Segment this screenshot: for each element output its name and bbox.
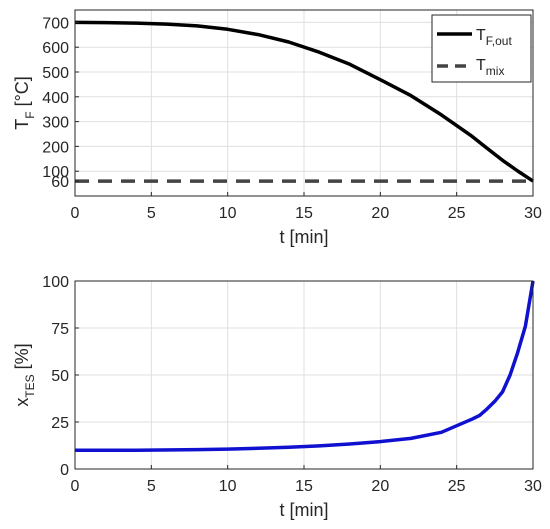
top-x-tick-label: 20 xyxy=(371,205,389,222)
top-x-tick-label: 0 xyxy=(71,205,80,222)
top-legend: TF,out Tmix xyxy=(431,14,532,83)
top-x-axis-label: t [min] xyxy=(279,227,328,247)
top-y-tick-label: 700 xyxy=(42,15,69,32)
bottom-x-tick-label: 15 xyxy=(295,478,313,495)
top-y-tick-label: 500 xyxy=(42,65,69,82)
bottom-y-tick-label: 25 xyxy=(51,415,69,432)
bottom-x-tick-label: 20 xyxy=(371,478,389,495)
bottom-x-tick-label: 0 xyxy=(71,478,80,495)
bottom-y-tick-label: 50 xyxy=(51,368,69,385)
bottom-x-axis-label: t [min] xyxy=(279,500,328,520)
bottom-x-tick-label: 30 xyxy=(524,478,542,495)
bottom-y-tick-label: 75 xyxy=(51,321,69,338)
top-y-tick-label: 400 xyxy=(42,90,69,107)
bottom-series-line-0 xyxy=(75,280,535,452)
top-x-tick-label: 25 xyxy=(448,205,466,222)
top-y-tick-label: 600 xyxy=(42,40,69,57)
top-y-tick-label: 100 xyxy=(42,164,69,181)
top-series-line-0 xyxy=(74,20,534,183)
legend-label-tf-out: TF,out xyxy=(476,27,512,48)
legend-label-tmix: Tmix xyxy=(476,57,504,78)
bottom-panel: 0 5 10 15 20 25 30 0 25 50 75 100 t [min] xTES [%] xyxy=(12,274,542,520)
bottom-y-tick-label: 100 xyxy=(42,274,69,291)
bottom-y-axis-label: xTES [%] xyxy=(12,343,37,406)
bottom-y-tick-label: 0 xyxy=(60,462,69,479)
top-x-tick-label: 5 xyxy=(147,205,156,222)
top-y-tick-label: 200 xyxy=(42,139,69,156)
top-panel: 0 5 10 15 20 25 30 100 200 300 400 500 600 700 60 t [… xyxy=(12,9,542,247)
top-y-tick-label-extra: 60 xyxy=(51,174,69,191)
top-y-tick-label: 300 xyxy=(42,115,69,132)
top-x-tick-label: 15 xyxy=(295,205,313,222)
top-x-tick-label: 10 xyxy=(219,205,237,222)
bottom-x-tick-label: 25 xyxy=(448,478,466,495)
top-x-tick-label: 30 xyxy=(524,205,542,222)
top-y-axis-label: TF [°C] xyxy=(12,76,37,130)
bottom-x-tick-label: 10 xyxy=(219,478,237,495)
legend-box xyxy=(431,14,532,83)
bottom-x-tick-label: 5 xyxy=(147,478,156,495)
